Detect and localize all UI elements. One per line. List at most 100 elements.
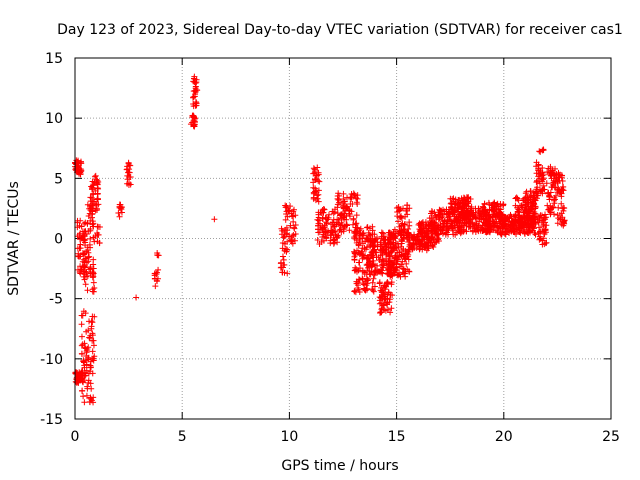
data-point xyxy=(335,217,342,224)
data-point xyxy=(78,350,85,357)
data-point xyxy=(83,349,90,356)
data-point xyxy=(546,208,553,215)
data-point xyxy=(443,220,450,227)
data-point xyxy=(536,236,543,243)
data-point xyxy=(404,207,411,214)
data-point xyxy=(372,262,379,269)
data-point xyxy=(554,211,561,218)
data-point xyxy=(537,169,544,176)
data-point xyxy=(522,219,529,226)
data-point xyxy=(543,222,550,229)
data-point xyxy=(369,249,376,256)
data-point xyxy=(500,225,507,232)
data-point xyxy=(409,244,416,251)
data-point xyxy=(82,242,89,249)
data-point xyxy=(351,250,358,257)
data-point xyxy=(365,236,372,243)
data-point xyxy=(84,247,91,254)
data-point xyxy=(323,220,330,227)
data-point xyxy=(451,211,458,218)
data-point xyxy=(385,244,392,251)
data-point xyxy=(551,171,558,178)
data-point xyxy=(94,223,101,230)
data-point xyxy=(280,234,287,241)
data-point xyxy=(153,277,160,284)
data-point xyxy=(517,216,524,223)
data-point xyxy=(550,177,557,184)
data-point xyxy=(458,206,465,213)
data-point xyxy=(481,210,488,217)
data-point xyxy=(193,100,200,107)
data-point xyxy=(394,213,401,220)
data-point xyxy=(89,337,96,344)
data-point xyxy=(84,201,91,208)
data-point xyxy=(402,221,409,228)
data-point xyxy=(363,244,370,251)
plot-frame xyxy=(74,57,612,420)
data-point xyxy=(547,209,554,216)
data-point xyxy=(88,183,95,190)
data-point xyxy=(343,203,350,210)
data-point xyxy=(286,233,293,240)
data-point xyxy=(538,218,545,225)
x-tick-label: 20 xyxy=(495,429,513,445)
data-point xyxy=(440,210,447,217)
data-point xyxy=(458,224,465,231)
data-point xyxy=(453,229,460,236)
data-point xyxy=(378,229,385,236)
data-point xyxy=(450,208,457,215)
data-point xyxy=(91,284,98,291)
data-point xyxy=(547,163,554,170)
data-point xyxy=(116,203,123,210)
data-point xyxy=(465,200,472,207)
data-point xyxy=(385,236,392,243)
data-point xyxy=(89,348,96,355)
data-point xyxy=(316,229,323,236)
data-point xyxy=(377,310,384,317)
x-tick-label: 15 xyxy=(388,429,406,445)
data-point xyxy=(491,223,498,230)
data-point xyxy=(472,205,479,212)
data-point xyxy=(433,226,440,233)
data-point xyxy=(539,190,546,197)
data-point xyxy=(481,207,488,214)
data-point xyxy=(511,227,518,234)
data-point xyxy=(350,215,357,222)
data-point xyxy=(405,238,412,245)
data-point xyxy=(401,270,408,277)
data-point xyxy=(415,221,422,228)
data-point xyxy=(192,91,199,98)
data-point xyxy=(81,263,88,270)
data-point xyxy=(326,211,333,218)
data-point xyxy=(190,75,197,82)
data-point xyxy=(486,214,493,221)
data-point xyxy=(80,358,87,365)
data-point xyxy=(551,211,558,218)
data-point xyxy=(408,233,415,240)
data-point xyxy=(85,258,92,265)
data-point xyxy=(379,262,386,269)
data-point xyxy=(329,219,336,226)
data-point xyxy=(480,204,487,211)
data-point xyxy=(429,223,436,230)
data-point xyxy=(422,219,429,226)
data-point xyxy=(345,208,352,215)
data-point xyxy=(124,172,131,179)
data-point xyxy=(529,202,536,209)
data-point xyxy=(396,249,403,256)
data-point xyxy=(90,357,97,364)
data-point xyxy=(558,186,565,193)
data-point xyxy=(93,176,100,183)
data-point xyxy=(81,236,88,243)
data-point xyxy=(80,232,87,239)
y-tick-label: 10 xyxy=(45,111,63,127)
data-point xyxy=(387,257,394,264)
data-point xyxy=(554,220,561,227)
data-point xyxy=(546,193,553,200)
data-point xyxy=(133,294,140,301)
data-point xyxy=(540,182,547,189)
data-point xyxy=(315,198,322,205)
data-point xyxy=(458,212,465,219)
data-point xyxy=(81,250,88,257)
data-point xyxy=(451,217,458,224)
